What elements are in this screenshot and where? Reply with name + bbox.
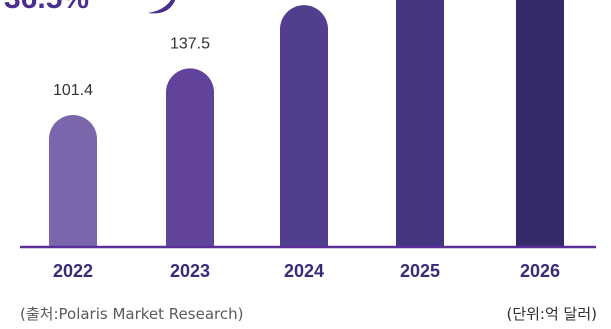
source-note: (출처:Polaris Market Research): [20, 305, 244, 323]
bar-2024: [280, 5, 328, 246]
category-label-2026: 2026: [520, 261, 560, 281]
headline-swoosh-decoration: [148, 0, 176, 14]
value-label-2023: 137.5: [170, 35, 210, 52]
bar-2022: [49, 115, 97, 246]
value-label-2022: 101.4: [53, 82, 93, 99]
category-label-2023: 2023: [170, 261, 210, 281]
bar-2026: [516, 0, 564, 246]
category-label-2024: 2024: [284, 261, 324, 281]
unit-note: (단위:억 달러): [506, 305, 597, 323]
category-label-2025: 2025: [400, 261, 440, 281]
bar-chart: 36.5% 101.42022137.52023186.42024252.820…: [4, 0, 596, 281]
bar-2023: [166, 68, 214, 246]
headline-growth-rate: 36.5%: [4, 0, 89, 15]
category-label-2022: 2022: [53, 261, 93, 281]
bar-2025: [396, 0, 444, 246]
